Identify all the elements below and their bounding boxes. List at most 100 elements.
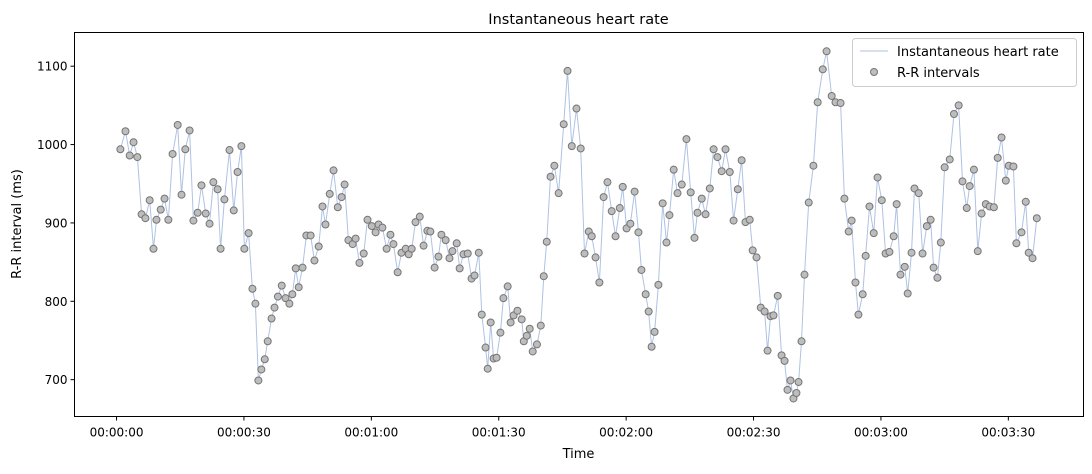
rr-interval-point [288,290,297,299]
y-tick-label: 900 [45,216,68,230]
rr-interval-point [116,145,125,154]
rr-interval-point [318,202,327,211]
y-tick-label: 800 [45,295,68,309]
rr-interval-point [371,228,380,237]
rr-interval-point [630,187,639,196]
rr-interval-point [273,292,282,301]
rr-interval-point [936,238,945,247]
rr-interval-point [437,230,446,239]
rr-interval-point [411,218,420,227]
legend-label-scatter: R-R intervals [897,66,980,81]
rr-interval-point [940,163,949,172]
rr-interval-point [536,321,545,330]
rr-interval-point [822,47,831,56]
rr-interval-point [677,180,686,189]
rr-interval-point [603,178,612,187]
rr-interval-point [797,337,806,346]
rr-interval-point [407,244,416,253]
x-tick-label: 00:03:30 [981,426,1035,440]
rr-interval-point [463,249,472,258]
rr-interval-point [804,198,813,207]
rr-interval-point [662,238,671,247]
rr-interval-point [686,188,695,197]
plot-frame [74,32,1084,417]
rr-interval-point [415,212,424,221]
rr-interval-point [654,280,663,289]
rr-interval-point [669,165,678,174]
rr-interval-point [125,151,134,160]
rr-interval-point [858,290,867,299]
rr-interval-point [725,167,734,176]
legend: Instantaneous heart rate R-R intervals [852,38,1077,87]
rr-interval-point [650,327,659,336]
rr-interval-point [847,216,856,225]
x-tick-label: 00:01:00 [344,426,398,440]
rr-interval-point [1017,228,1026,237]
rr-interval-point [193,208,202,217]
rr-interval-point [213,185,222,194]
rr-interval-point [209,178,218,187]
rr-interval-point [306,231,315,240]
rr-interval-point [918,249,927,258]
rr-interval-point [263,337,272,346]
rr-interval-point [933,273,942,282]
rr-interval-point [962,204,971,213]
y-axis-label: R-R interval (ms) [10,169,25,279]
rr-interval-point [201,209,210,218]
x-tick-label: 00:01:30 [472,426,526,440]
rr-interval-point [673,189,682,198]
rr-interval-point [503,282,512,291]
rr-interval-point [251,299,260,308]
rr-interval-point [532,340,541,349]
rr-interval-point [922,222,931,231]
rr-interval-point [216,244,225,253]
plot-area [116,47,1041,403]
rr-interval-point [780,356,789,365]
rr-interval-point [141,214,150,223]
rr-interval-point [393,268,402,277]
rr-interval-point [419,241,428,250]
rr-interval-point [455,264,464,273]
rr-interval-point [748,246,757,255]
rr-interval-point [145,196,154,205]
rr-interval-point [220,195,229,204]
rr-interval-point [813,98,822,107]
rr-interval-point [873,173,882,182]
rr-interval-point [233,167,242,176]
rr-interval-point [690,233,699,242]
rr-interval-point [818,65,827,74]
rr-interval-point [321,220,330,229]
legend-label-line: Instantaneous heart rate [897,45,1059,60]
rr-interval-point [156,205,165,214]
rr-interval-point [1024,248,1033,257]
rr-interval-point [351,234,360,243]
rr-interval-point [1009,162,1018,171]
rr-interval-point [528,347,537,356]
rr-interval-point [840,194,849,203]
rr-interval-point [763,346,772,355]
rr-interval-point [752,253,761,262]
rr-interval-point [189,216,198,225]
rr-interval-point [713,153,722,162]
y-tick-label: 1100 [37,60,68,74]
rr-interval-point [550,161,559,170]
x-tick-label: 00:00:30 [217,426,271,440]
rr-interval-point [277,281,286,290]
rr-interval-point [836,99,845,108]
rr-interval-point [248,284,257,293]
rr-interval-point [389,240,398,249]
rr-interval-point [760,307,769,316]
rr-interval-point [329,166,338,175]
rr-interval-point [737,156,746,165]
rr-interval-point [240,244,249,253]
rr-interval-point [958,177,967,186]
rr-interval-point [792,388,801,397]
y-tick-label: 1000 [37,138,68,152]
rr-interval-point [885,247,894,256]
rr-interval-point [506,318,515,327]
rr-interval-point [237,142,246,151]
rr-interval-point [783,385,792,394]
rr-interval-point [382,244,391,253]
rr-interval-point [225,146,234,155]
rr-interval-point [291,264,300,273]
